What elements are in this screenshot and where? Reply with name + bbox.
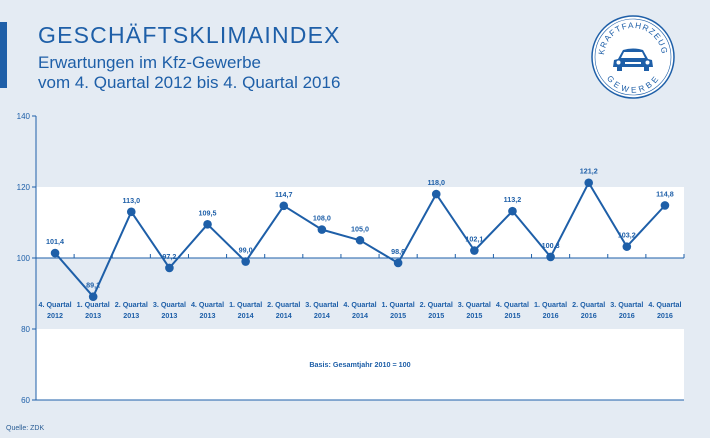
data-label: 97,2 — [162, 252, 176, 261]
data-point — [317, 225, 327, 234]
x-tick-label: 1. Quartal 2014 — [229, 300, 262, 320]
data-point — [126, 207, 136, 217]
data-point — [355, 235, 365, 245]
data-point — [203, 219, 212, 229]
y-tick-label: 100 — [17, 254, 31, 263]
chart-subtitle-line2: vom 4. Quartal 2012 bis 4. Quartal 2016 — [38, 73, 341, 92]
data-point — [165, 263, 174, 273]
data-point — [279, 201, 289, 211]
data-label: 114,8 — [656, 189, 674, 198]
data-point — [546, 252, 555, 262]
data-point — [50, 248, 60, 258]
x-tick-label: 2. Quartal 2016 — [572, 300, 605, 320]
data-label: 98,6 — [391, 247, 405, 256]
x-tick-label: 2. Quartal 2013 — [115, 300, 148, 320]
y-tick-label: 80 — [21, 325, 30, 334]
x-tick-label: 1. Quartal 2016 — [534, 300, 567, 320]
x-tick-label: 2. Quartal 2015 — [420, 300, 453, 320]
x-tick-label: 4. Quartal 2013 — [191, 300, 224, 320]
data-label: 103,2 — [618, 231, 636, 240]
data-point — [241, 257, 250, 266]
chart-annotation: Basis: Gesamtjahr 2010 = 100 — [309, 360, 410, 369]
car-icon — [613, 48, 653, 71]
data-point — [431, 189, 441, 199]
white-band-1 — [36, 329, 684, 400]
data-label: 101,4 — [46, 237, 64, 246]
data-label: 114,7 — [275, 190, 293, 199]
x-tick-label: 3. Quartal 2013 — [153, 300, 186, 320]
x-tick-label: 4. Quartal 2012 — [38, 300, 71, 320]
y-tick-label: 60 — [21, 396, 30, 405]
data-label: 102,1 — [465, 235, 483, 244]
data-point — [393, 258, 403, 268]
chart-subtitle-line1: Erwartungen im Kfz-Gewerbe — [38, 53, 261, 72]
data-label: 113,0 — [122, 196, 140, 205]
data-label: 108,0 — [313, 214, 331, 223]
data-point — [88, 292, 98, 301]
x-tick-label: 4. Quartal 2015 — [496, 300, 529, 320]
kfz-gewerbe-logo: KRAFTFAHRZEUG GEWERBE — [591, 15, 675, 99]
x-tick-label: 3. Quartal 2016 — [610, 300, 643, 320]
data-label: 100,3 — [542, 241, 560, 250]
data-point — [622, 242, 632, 251]
data-label: 118,0 — [427, 178, 445, 187]
data-label: 105,0 — [351, 224, 369, 233]
y-tick-label: 120 — [17, 183, 31, 192]
white-band-0 — [36, 187, 684, 258]
x-tick-label: 1. Quartal 2015 — [382, 300, 415, 320]
x-tick-label: 3. Quartal 2015 — [458, 300, 491, 320]
accent-bar — [0, 22, 7, 88]
data-label: 89,1 — [86, 281, 100, 290]
y-tick-label: 140 — [17, 112, 31, 121]
page-title: GESCHÄFTSKLIMAINDEX — [38, 22, 341, 48]
data-point — [470, 246, 479, 255]
data-label: 99,0 — [239, 246, 253, 255]
data-point — [508, 206, 517, 216]
x-tick-label: 1. Quartal 2013 — [77, 300, 110, 320]
x-tick-label: 3. Quartal 2014 — [305, 300, 338, 320]
source-note: Quelle: ZDK — [6, 425, 45, 432]
x-tick-label: 4. Quartal 2016 — [648, 300, 681, 320]
data-point — [584, 178, 594, 188]
data-label: 109,5 — [199, 208, 217, 217]
x-tick-label: 4. Quartal 2014 — [343, 300, 376, 320]
data-point — [660, 201, 670, 210]
data-label: 113,2 — [504, 195, 522, 204]
data-label: 121,2 — [580, 167, 598, 176]
x-tick-label: 2. Quartal 2014 — [267, 300, 300, 320]
